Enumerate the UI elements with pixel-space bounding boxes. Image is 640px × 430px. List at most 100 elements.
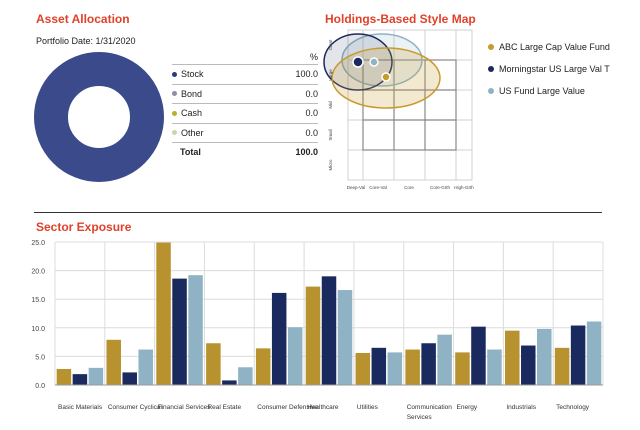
sector-bar (371, 347, 387, 385)
style-x-label: Deep-Val (347, 185, 365, 190)
asset-value: 100.0 (295, 69, 318, 80)
y-tick-label: 15.0 (31, 297, 45, 304)
sector-bar (56, 368, 72, 385)
sector-bar (172, 278, 187, 385)
y-tick-label: 20.0 (31, 269, 45, 276)
x-category-label: Healthcare (307, 404, 339, 411)
y-tick-label: 25.0 (31, 240, 45, 247)
style-y-label: Large (328, 69, 333, 81)
x-category-label: Real Estate (207, 404, 241, 411)
total-row: Total 100.0 (172, 142, 318, 162)
sector-bar (88, 367, 104, 385)
style-legend-item: US Fund Large Value (488, 80, 610, 102)
style-x-label: Core-Val (369, 185, 386, 190)
style-x-label: Core (404, 185, 414, 190)
x-category-label: Energy (457, 404, 478, 411)
style-map-y-labels: Giant Large Mid Small Micro (328, 39, 333, 171)
portfolio-date: Portfolio Date: 1/31/2020 (36, 36, 136, 46)
total-label: Total (180, 147, 201, 158)
sector-bar (355, 352, 371, 385)
style-y-label: Giant (328, 39, 333, 51)
sector-bar (206, 343, 221, 385)
sector-bar (122, 372, 137, 385)
style-y-label: Mid (328, 101, 333, 109)
percent-header: % (309, 52, 318, 62)
x-category-label: Financial Services (158, 404, 211, 411)
sector-bar (222, 380, 237, 385)
sector-bar (537, 328, 552, 385)
asset-label: Other (181, 127, 204, 138)
x-category-label: Industrials (506, 404, 536, 411)
asset-value: 0.0 (305, 108, 318, 119)
style-legend-item: Morningstar US Large Val T (488, 58, 610, 80)
y-tick-label: 5.0 (35, 354, 45, 361)
asset-allocation-table: % Stock 100.0 Bond 0.0 Cash 0.0 Other 0.0 Total… (172, 50, 318, 162)
style-legend-label: Morningstar US Large Val T (499, 64, 610, 74)
legend-dot-icon (172, 130, 177, 136)
legend-dot-icon (172, 110, 177, 116)
y-tick-label: 10.0 (31, 326, 45, 333)
sector-bar (554, 347, 570, 385)
legend-dot-icon (488, 88, 494, 94)
style-legend-label: US Fund Large Value (499, 86, 585, 96)
sector-bar (305, 286, 321, 385)
donut-slice-stock (34, 52, 164, 182)
sector-bar (387, 352, 403, 385)
sector-bar (138, 349, 153, 385)
total-value: 100.0 (295, 147, 318, 158)
sector-bar (156, 242, 171, 385)
sector-exposure-title: Sector Exposure (36, 220, 132, 234)
style-y-label: Small (328, 129, 333, 140)
abc-fund-centroid-marker (381, 72, 391, 82)
asset-value: 0.0 (305, 88, 318, 99)
style-map-x-labels: Deep-Val Core-Val Core Core-Grth High-Grth (347, 185, 474, 190)
sector-bar (255, 348, 271, 385)
sector-bar (421, 343, 436, 385)
sector-exposure-chart: 0.0 5.0 10.0 15.0 20.0 25.0 Basic Materials Con… (31, 240, 604, 421)
sector-bar (471, 326, 486, 385)
x-category-label: Communication (407, 404, 453, 411)
x-category-label: Basic Materials (58, 404, 103, 411)
x-category-label: Consumer Defensive (257, 404, 318, 411)
x-category-label: Consumer Cyclical (108, 404, 163, 411)
sector-bar (437, 334, 452, 385)
asset-label: Stock (181, 69, 204, 80)
asset-label: Bond (181, 88, 203, 99)
sector-bar (188, 275, 203, 385)
x-category-label: Technology (556, 404, 590, 411)
style-y-label: Micro (328, 159, 333, 170)
legend-dot-icon (172, 71, 177, 77)
asset-row-bond: Bond 0.0 (172, 83, 318, 104)
x-category-label: Services (407, 414, 433, 421)
sector-bar (321, 276, 337, 385)
legend-dot-icon (172, 91, 177, 97)
style-legend-label: ABC Large Cap Value Fund (499, 42, 610, 52)
sector-bar (271, 292, 287, 385)
asset-value: 0.0 (305, 127, 318, 138)
asset-row-other: Other 0.0 (172, 122, 318, 143)
sector-bar (238, 367, 253, 385)
asset-donut-chart (34, 52, 164, 182)
sector-bar (405, 349, 420, 385)
asset-allocation-title: Asset Allocation (36, 12, 130, 26)
sector-bar (505, 330, 520, 385)
style-map-legend: ABC Large Cap Value Fund Morningstar US L… (488, 36, 610, 102)
asset-row-stock: Stock 100.0 (172, 64, 318, 84)
x-category-label: Utilities (357, 404, 379, 411)
style-x-label: Core-Grth (430, 185, 451, 190)
legend-dot-icon (488, 66, 494, 72)
section-divider (34, 212, 602, 213)
sector-bar (455, 352, 470, 385)
sector-bar (521, 345, 536, 385)
asset-label: Cash (181, 108, 203, 119)
sector-bar (487, 349, 502, 385)
sector-bar (72, 374, 88, 385)
us-fund-centroid-marker (369, 57, 379, 67)
morningstar-centroid-marker (352, 56, 364, 68)
y-tick-label: 0.0 (35, 383, 45, 390)
sector-bar (570, 325, 586, 385)
sector-bar (586, 321, 602, 385)
asset-row-cash: Cash 0.0 (172, 103, 318, 123)
style-map-chart: Giant Large Mid Small Micro Deep-Val Core-Val… (323, 29, 474, 190)
sector-bar (337, 290, 353, 385)
